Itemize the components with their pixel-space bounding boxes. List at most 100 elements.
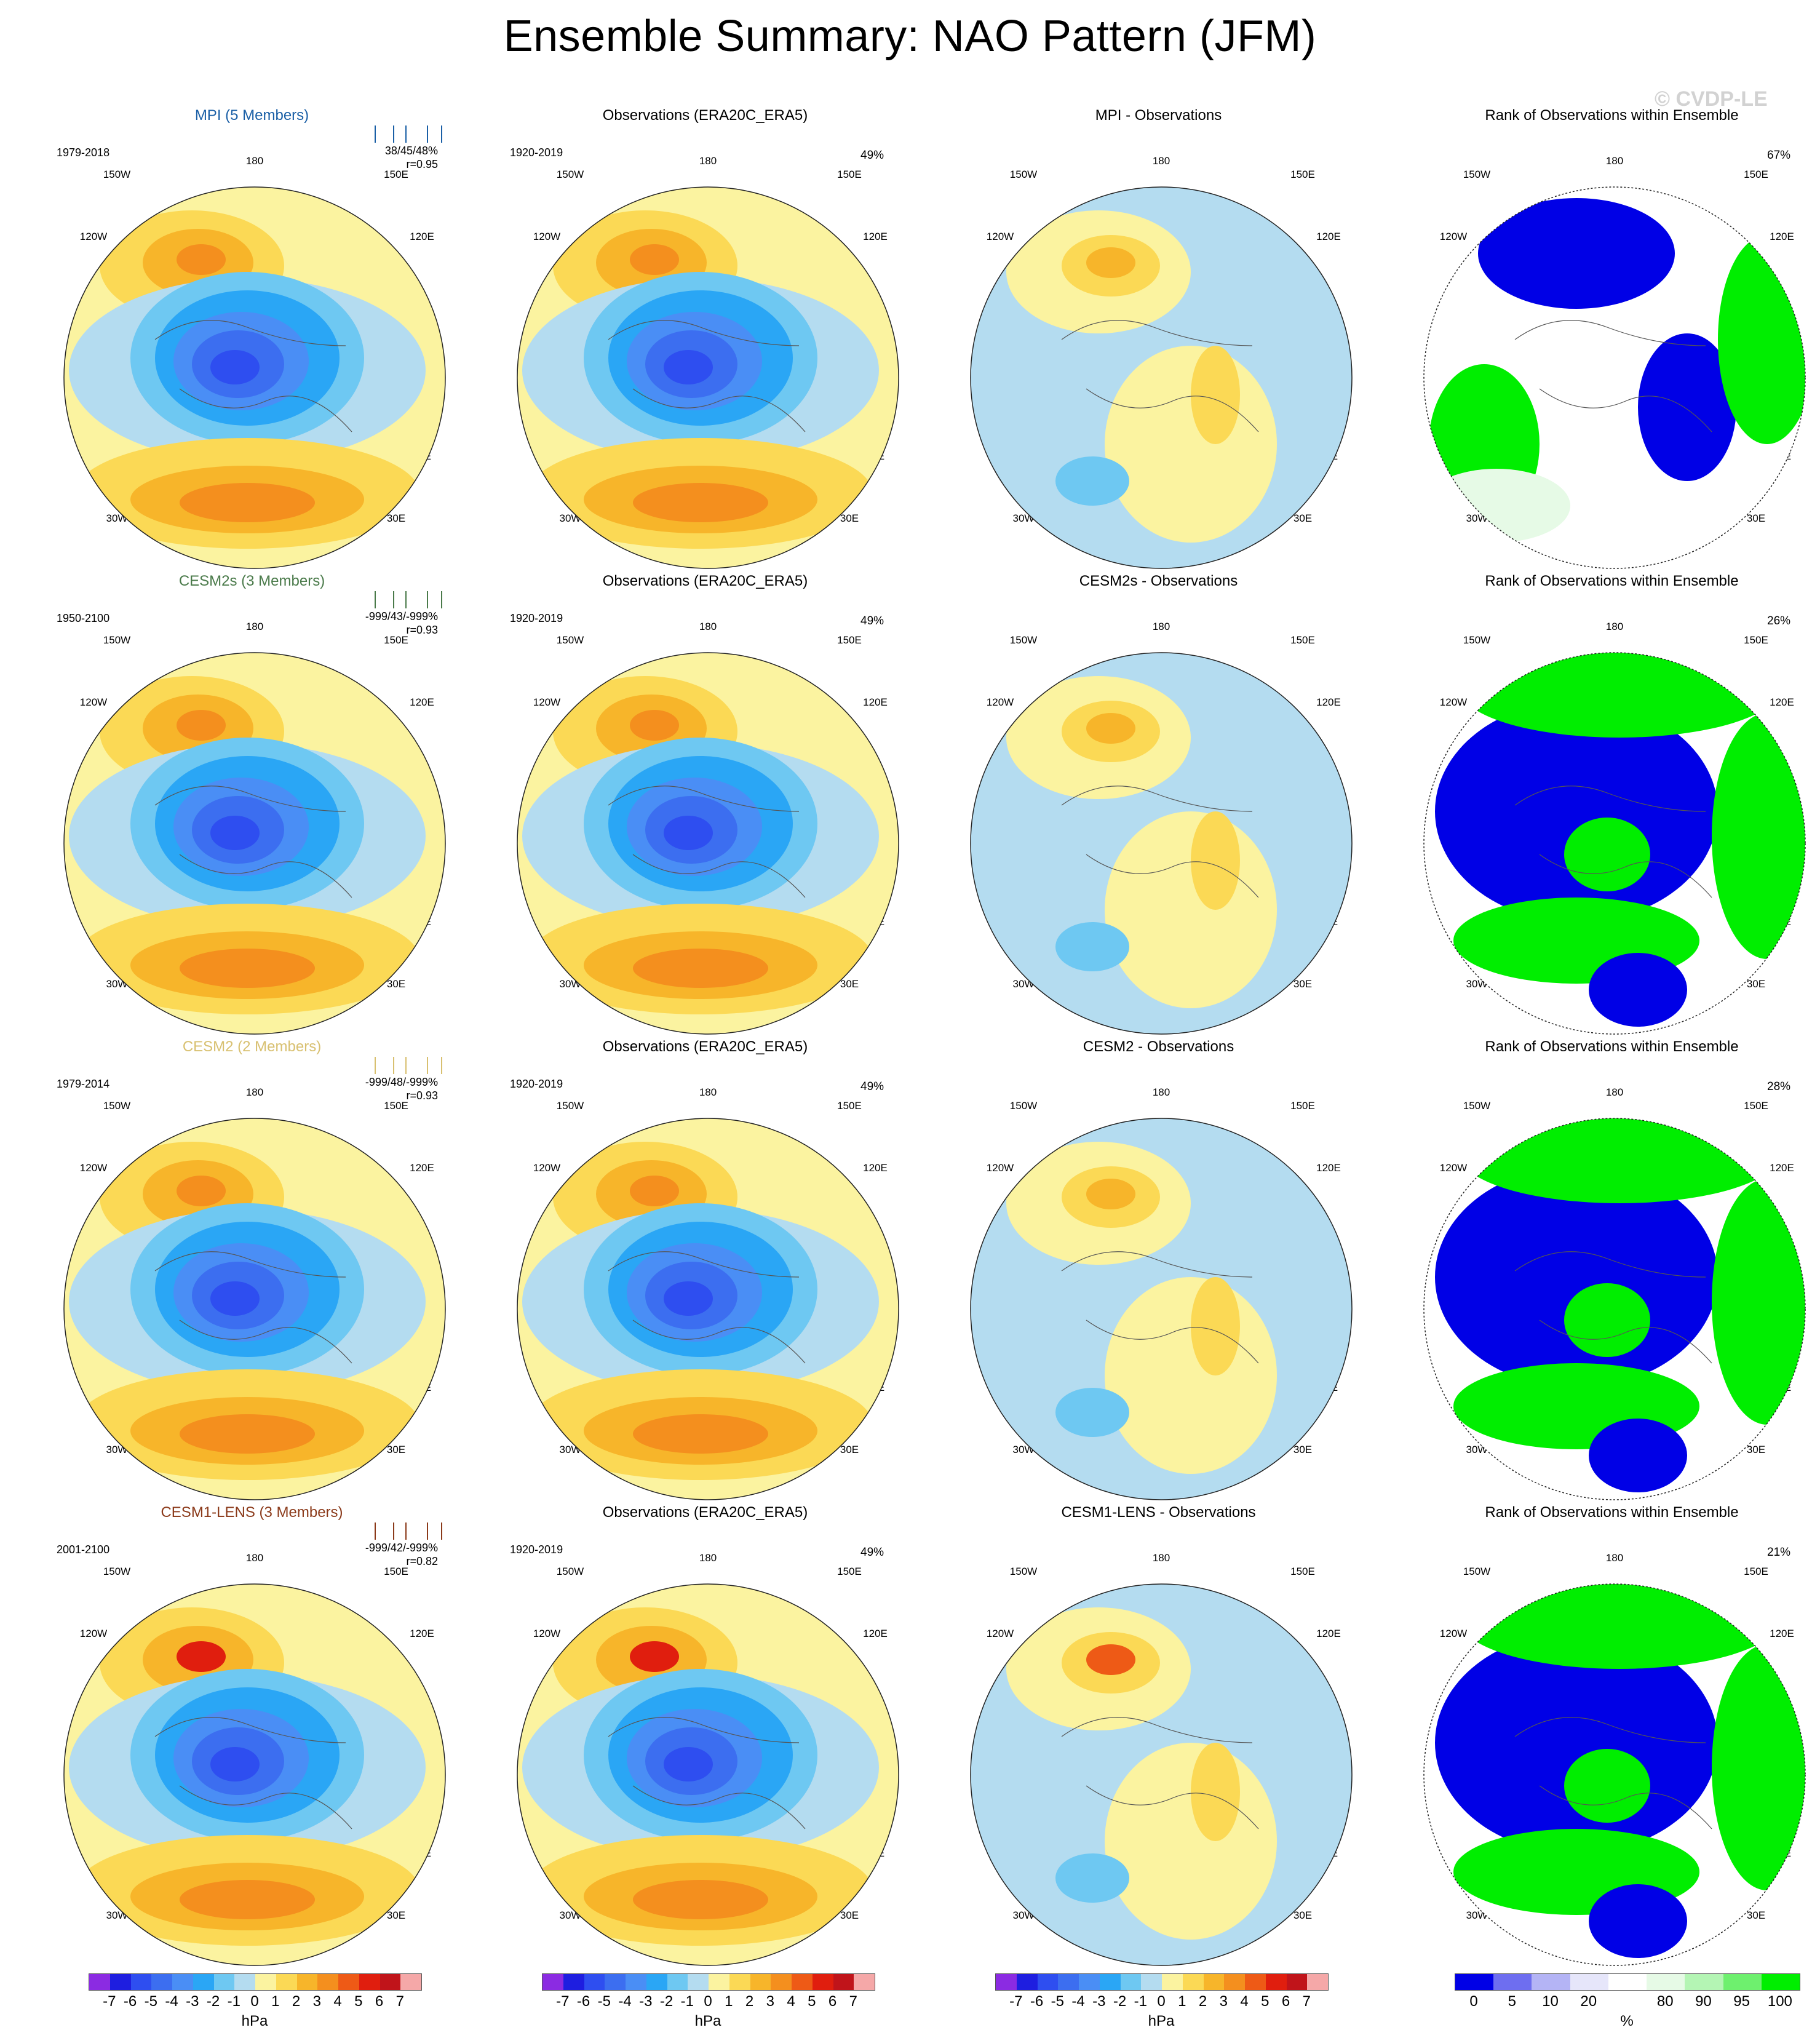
rank-low — [1589, 1884, 1687, 1958]
ridge-pacific-core — [177, 1176, 226, 1206]
trough-core — [664, 1281, 713, 1316]
stats-line: -999/48/-999% — [365, 1076, 438, 1088]
colorbar-tick-label: -6 — [576, 1993, 590, 2010]
map-boundary — [970, 1583, 1353, 1966]
longitude-label: 30E — [1746, 512, 1766, 524]
polar-map — [1423, 652, 1806, 1035]
polar-map — [63, 1118, 446, 1500]
colorbar-swatch — [296, 1974, 318, 1990]
colorbar-tick-label: 5 — [1508, 1993, 1517, 2010]
rank-low — [1589, 1419, 1687, 1492]
longitude-label: 180 — [1605, 155, 1624, 167]
ridge-atlantic-core — [633, 1414, 768, 1454]
coastline — [1514, 1251, 1712, 1364]
colorbar-tick-label: 1 — [725, 1993, 733, 2010]
rank-field — [1424, 653, 1805, 1034]
colorbar-swatch — [1141, 1974, 1162, 1990]
colorbar-swatch — [1493, 1974, 1532, 1990]
colorbar-tick-label: 80 — [1656, 1993, 1674, 2010]
longitude-label: 180 — [699, 155, 717, 167]
period-label: 1920-2019 — [510, 1078, 563, 1090]
colorbar-swatch — [255, 1974, 276, 1990]
colorbar-swatch — [709, 1974, 729, 1990]
colorbar-tick-label: -7 — [1009, 1993, 1023, 2010]
ridge-atlantic-core — [180, 1880, 315, 1919]
polar-map — [63, 1583, 446, 1966]
longitude-label: 30E — [1746, 978, 1766, 990]
colorbar-swatch — [1570, 1974, 1608, 1990]
map-boundary — [517, 652, 899, 1035]
coastline — [1514, 786, 1712, 898]
longitude-label: 120E — [410, 231, 434, 242]
longitude-label: 120W — [1439, 231, 1468, 242]
colorbar-swatch — [1058, 1974, 1079, 1990]
period-label: 1950-2100 — [57, 612, 110, 624]
colorbar-swatch — [563, 1974, 584, 1990]
colorbar-tick-label: -4 — [165, 1993, 178, 2010]
longitude-label: 30E — [1293, 1444, 1313, 1455]
panel-title: Observations (ERA20C_ERA5) — [602, 573, 808, 589]
colorbar-swatch — [1265, 1974, 1287, 1990]
trough-core — [210, 1281, 260, 1316]
colorbar-tick-label: 3 — [766, 1993, 774, 2010]
longitude-label: 180 — [1605, 1086, 1624, 1098]
ridge-pacific-core — [177, 710, 226, 741]
ridge-pacific-core — [630, 710, 679, 741]
coastline — [1514, 320, 1712, 432]
map-panel-obs: Observations (ERA20C_ERA5) 1920-2019 49% 18… — [478, 1489, 932, 1966]
colorbar-swatch — [646, 1974, 667, 1990]
colorbar-tick-label: -5 — [597, 1993, 611, 2010]
longitude-label: 150W — [556, 1566, 584, 1577]
positive-anomaly-core — [1086, 713, 1135, 744]
map-panel-diff: CESM2s - Observations 180 150W 150E 120W 120E… — [931, 558, 1386, 1035]
negative-anomaly — [1055, 1388, 1129, 1437]
hpa-colorbar — [995, 1973, 1329, 1991]
positive-anomaly-core — [1086, 1644, 1135, 1675]
pressure-field — [971, 187, 1352, 568]
colorbar-tick-label: 4 — [333, 1993, 342, 2010]
ensemble-stats: -999/43/-999% r=0.93 — [340, 610, 438, 637]
pressure-field — [64, 653, 445, 1034]
longitude-label: 120E — [1770, 696, 1794, 708]
colorbar-tick-label: 3 — [1219, 1993, 1228, 2010]
colorbar-swatch — [1647, 1974, 1685, 1990]
colorbar-tick-label: 5 — [354, 1993, 363, 2010]
colorbar-tick-label: 0 — [250, 1993, 259, 2010]
colorbar-tick-label: 100 — [1767, 1993, 1792, 2010]
panel-title: Rank of Observations within Ensemble — [1485, 1038, 1739, 1055]
colorbar-swatch — [1182, 1974, 1204, 1990]
negative-anomaly — [1055, 922, 1129, 971]
positive-anomaly — [1105, 1743, 1277, 1940]
longitude-label: 150W — [103, 634, 131, 646]
colorbar-tick-label: -1 — [680, 1993, 694, 2010]
colorbar-swatch — [400, 1974, 421, 1990]
longitude-label: 120E — [863, 696, 888, 708]
hpa-colorbar — [89, 1973, 422, 1991]
longitude-label: 150W — [556, 169, 584, 180]
longitude-label: 120W — [986, 696, 1014, 708]
longitude-label: 120W — [533, 696, 561, 708]
colorbar-tick-label: -2 — [1113, 1993, 1127, 2010]
longitude-label: 120W — [986, 1162, 1014, 1174]
longitude-label: 150W — [1009, 634, 1038, 646]
colorbar-tick-label: 1 — [271, 1993, 280, 2010]
longitude-label: 120E — [863, 1162, 888, 1174]
map-boundary — [517, 1583, 899, 1966]
trough-core — [664, 816, 713, 850]
longitude-label: 150E — [384, 634, 408, 646]
longitude-label: 150E — [837, 1100, 862, 1112]
longitude-label: 150E — [837, 634, 862, 646]
polar-map — [1423, 1583, 1806, 1966]
watermark: © CVDP-LE — [1655, 87, 1768, 111]
trough-core — [210, 816, 260, 850]
colorbar-tick-label: 5 — [1261, 1993, 1270, 2010]
longitude-label: 30W — [1466, 978, 1488, 990]
colorbar-swatch — [667, 1974, 688, 1990]
colorbar-swatch — [1608, 1974, 1647, 1990]
rank-field — [1424, 1584, 1805, 1965]
colorbar-swatch — [234, 1974, 255, 1990]
colorbar-swatch — [792, 1974, 813, 1990]
colorbar-swatch — [584, 1974, 605, 1990]
colorbar-swatch — [213, 1974, 235, 1990]
longitude-label: 150E — [837, 1566, 862, 1577]
